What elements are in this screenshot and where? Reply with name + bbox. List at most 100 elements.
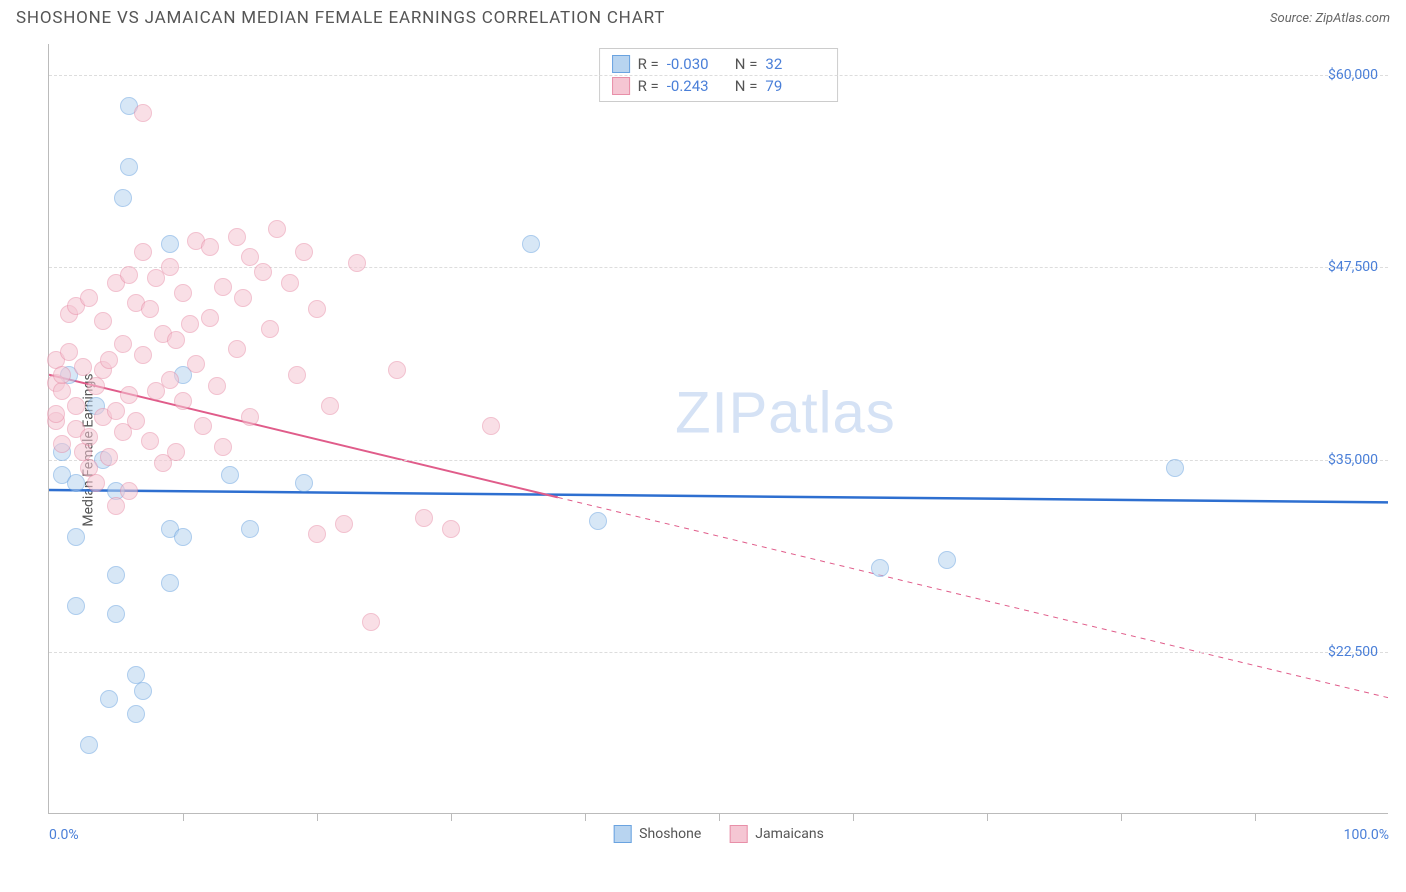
stat-n-value: 79 [765, 77, 825, 95]
x-tick [451, 813, 452, 821]
data-point [241, 248, 259, 266]
stat-n-label: N = [735, 55, 758, 73]
gridline [49, 460, 1388, 461]
data-point [67, 397, 85, 415]
x-tick [183, 813, 184, 821]
data-point [94, 312, 112, 330]
data-point [120, 266, 138, 284]
legend-swatch [729, 825, 747, 843]
data-point [208, 377, 226, 395]
stats-row: R = -0.030 N = 32 [612, 53, 826, 75]
stat-n-value: 32 [765, 55, 825, 73]
data-point [241, 408, 259, 426]
source-name: ZipAtlas.com [1315, 11, 1390, 26]
data-point [254, 263, 272, 281]
data-point [201, 238, 219, 256]
data-point [194, 417, 212, 435]
data-point [161, 371, 179, 389]
gridline [49, 267, 1388, 268]
x-tick [853, 813, 854, 821]
x-tick [317, 813, 318, 821]
x-tick-label: 0.0% [49, 827, 79, 843]
data-point [415, 509, 433, 527]
data-point [67, 528, 85, 546]
data-point [47, 405, 65, 423]
data-point [120, 386, 138, 404]
data-point [221, 466, 239, 484]
data-point [107, 402, 125, 420]
x-tick [987, 813, 988, 821]
data-point [127, 705, 145, 723]
data-point [261, 320, 279, 338]
data-point [522, 235, 540, 253]
plot-area: ZIPatlas R =-0.030N =32R =-0.243N =79 Sh… [48, 44, 1388, 814]
data-point [114, 189, 132, 207]
data-point [871, 559, 889, 577]
data-point [201, 309, 219, 327]
data-point [281, 274, 299, 292]
x-tick [585, 813, 586, 821]
data-point [80, 428, 98, 446]
data-point [120, 158, 138, 176]
stat-r-value: -0.030 [667, 55, 727, 73]
data-point [295, 243, 313, 261]
stat-r-label: R = [638, 55, 659, 73]
data-point [228, 228, 246, 246]
x-tick [1121, 813, 1122, 821]
data-point [107, 497, 125, 515]
data-point [53, 366, 71, 384]
stat-r-label: R = [638, 77, 659, 95]
data-point [348, 254, 366, 272]
data-point [161, 574, 179, 592]
source-attribution: Source: ZipAtlas.com [1270, 11, 1390, 26]
watermark-bold: ZIP [675, 381, 768, 446]
y-tick-label: $60,000 [1328, 67, 1378, 83]
legend-swatch [613, 825, 631, 843]
data-point [268, 220, 286, 238]
legend-label: Jamaicans [755, 826, 824, 842]
data-point [141, 432, 159, 450]
y-tick-label: $35,000 [1328, 452, 1378, 468]
data-point [308, 300, 326, 318]
data-point [74, 358, 92, 376]
data-point [167, 443, 185, 461]
legend-item: Jamaicans [729, 825, 824, 843]
data-point [241, 520, 259, 538]
data-point [214, 278, 232, 296]
gridline [49, 75, 1388, 76]
data-point [67, 597, 85, 615]
y-tick-label: $47,500 [1328, 259, 1378, 275]
data-point [80, 289, 98, 307]
watermark: ZIPatlas [675, 380, 896, 447]
watermark-thin: atlas [768, 381, 896, 446]
data-point [181, 315, 199, 333]
data-point [161, 258, 179, 276]
data-point [308, 525, 326, 543]
trend-lines [49, 44, 1388, 813]
stat-n-label: N = [735, 77, 758, 95]
data-point [141, 300, 159, 318]
x-tick [1255, 813, 1256, 821]
data-point [442, 520, 460, 538]
data-point [53, 435, 71, 453]
data-point [321, 397, 339, 415]
data-point [161, 235, 179, 253]
data-point [60, 343, 78, 361]
chart-title: SHOSHONE VS JAMAICAN MEDIAN FEMALE EARNI… [16, 8, 665, 28]
data-point [174, 392, 192, 410]
data-point [938, 551, 956, 569]
data-point [127, 412, 145, 430]
data-point [362, 613, 380, 631]
data-point [589, 512, 607, 530]
legend-label: Shoshone [639, 826, 701, 842]
data-point [228, 340, 246, 358]
data-point [134, 346, 152, 364]
data-point [134, 682, 152, 700]
gridline [49, 652, 1388, 653]
data-point [107, 566, 125, 584]
data-point [100, 448, 118, 466]
data-point [67, 474, 85, 492]
data-point [114, 335, 132, 353]
data-point [100, 690, 118, 708]
x-tick-label: 100.0% [1344, 827, 1389, 843]
